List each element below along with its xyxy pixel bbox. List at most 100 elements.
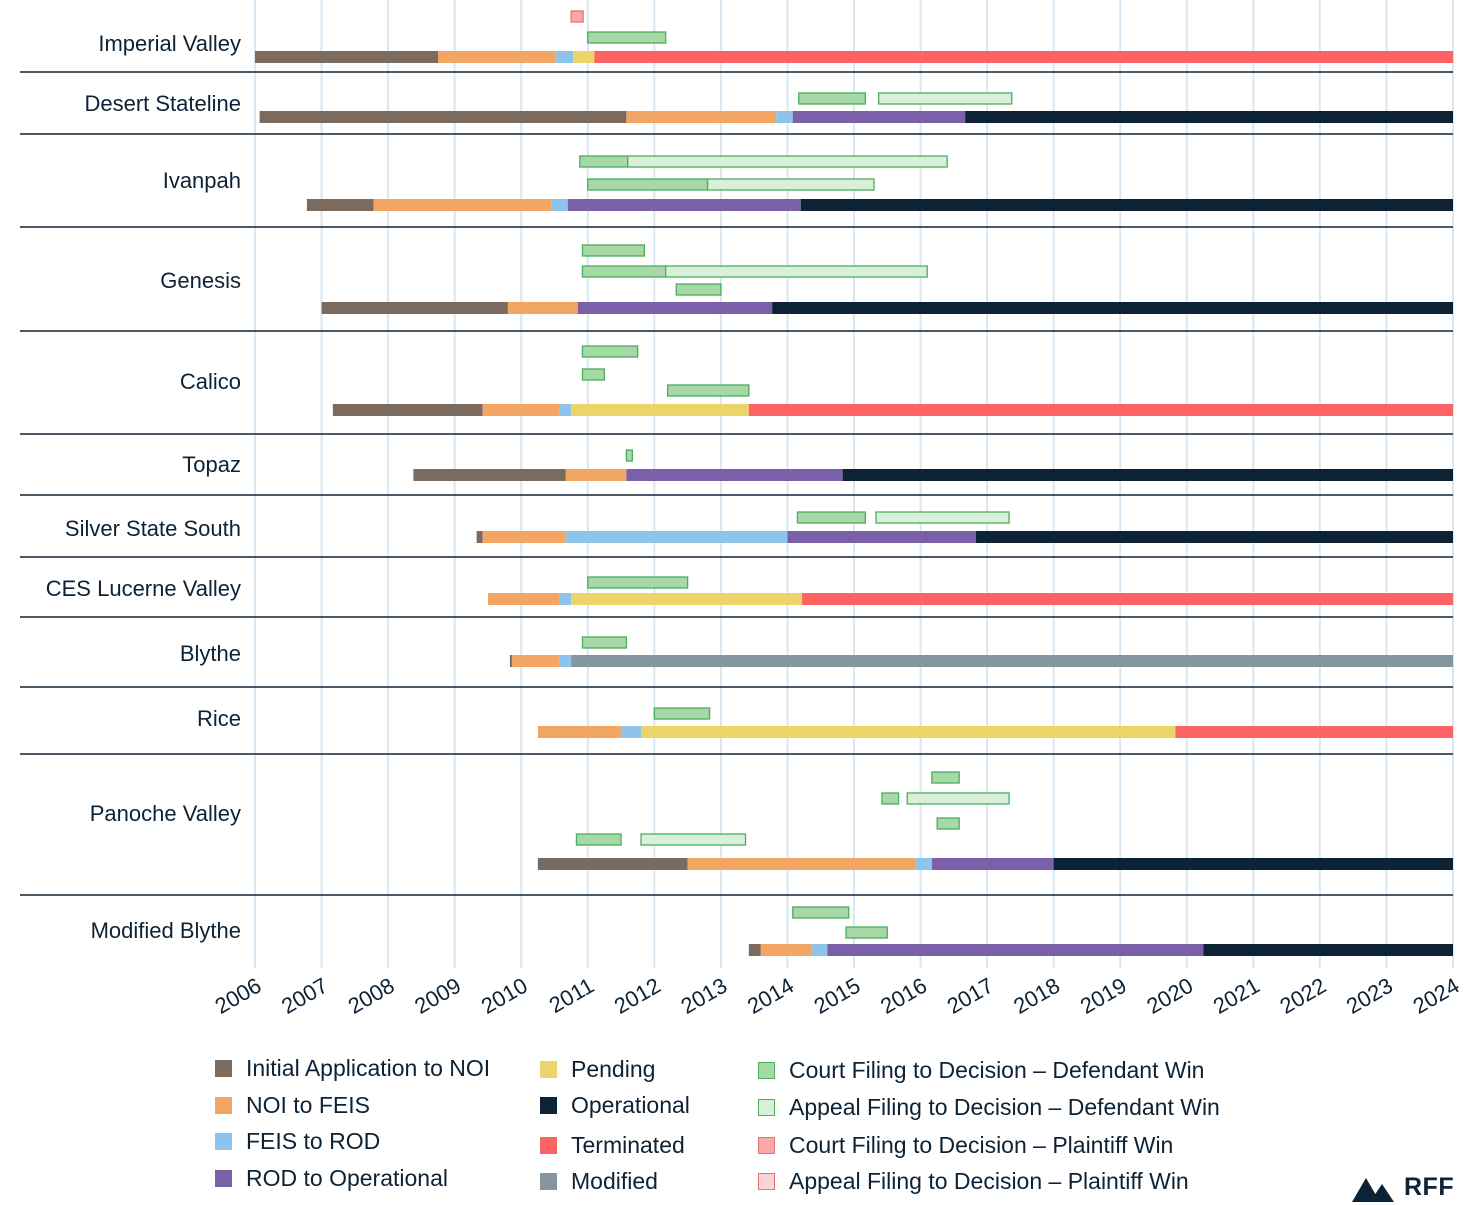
phase-bar-terminated	[748, 404, 1453, 416]
project-calico: Calico	[180, 345, 1453, 416]
project-label: Silver State South	[65, 516, 241, 541]
year-tick-label: 2013	[676, 973, 731, 1019]
phase-bar-initial	[748, 944, 761, 956]
phase-bar-rod_op	[827, 944, 1204, 956]
phase-bar-modified	[571, 655, 1453, 667]
year-tick-label: 2009	[410, 973, 465, 1019]
legend-item-court_def: Court Filing to Decision – Defendant Win	[758, 1057, 1204, 1084]
case-bar-court_def	[581, 345, 639, 358]
phase-bar-noi_feis	[565, 469, 627, 481]
project-label: Blythe	[180, 641, 241, 666]
legend-swatch	[215, 1133, 232, 1150]
phase-bar-noi_feis	[487, 593, 560, 605]
project-imperial-valley: Imperial Valley	[98, 10, 1453, 63]
project-label: Calico	[180, 369, 241, 394]
case-bar-court_def	[575, 833, 622, 846]
phase-bar-pending	[573, 51, 595, 63]
project-rice: Rice	[197, 706, 1453, 738]
project-label: CES Lucerne Valley	[46, 576, 241, 601]
legend-swatch	[540, 1173, 557, 1190]
phase-bar-pending	[571, 593, 803, 605]
phase-bar-initial	[259, 111, 627, 123]
project-label: Desert Stateline	[84, 91, 241, 116]
phase-bar-operational	[800, 199, 1453, 211]
legend-swatch	[215, 1097, 232, 1114]
case-bar-court_def	[845, 926, 888, 939]
case-bar-appeal_def	[906, 792, 1010, 805]
phase-bar-feis_rod	[559, 593, 572, 605]
phase-bar-rod_op	[787, 531, 976, 543]
legend-label: Operational	[571, 1092, 690, 1118]
phase-bar-initial	[306, 199, 374, 211]
project-silver-state-south: Silver State South	[65, 511, 1453, 543]
legend-item-feis_rod: FEIS to ROD	[215, 1128, 380, 1155]
project-label: Topaz	[182, 452, 241, 477]
case-bar-court_def	[881, 792, 900, 805]
legend-label: Court Filing to Decision – Plaintiff Win	[789, 1132, 1174, 1158]
logo-text: RFF	[1404, 1173, 1455, 1201]
phase-bar-operational	[975, 531, 1453, 543]
case-bar-court_def	[666, 384, 750, 397]
phase-bar-initial	[413, 469, 566, 481]
mountain-logo-icon	[1352, 1177, 1394, 1202]
case-bar-court_def	[581, 636, 628, 649]
phase-bar-operational	[842, 469, 1453, 481]
project-desert-stateline: Desert Stateline	[84, 91, 1453, 123]
project-genesis: Genesis	[160, 244, 1453, 314]
timeline-chart: Imperial Valley Desert Stateline Ivanpah Ge…	[20, 0, 1464, 1019]
project-label: Genesis	[160, 268, 241, 293]
phase-bar-terminated	[1175, 726, 1453, 738]
year-tick-label: 2018	[1009, 973, 1064, 1019]
phase-bar-rod_op	[931, 858, 1054, 870]
case-bar-court_def	[653, 707, 711, 720]
row-dividers	[20, 71, 1453, 896]
project-label: Panoche Valley	[90, 801, 241, 826]
legend-item-terminated: Terminated	[540, 1132, 685, 1159]
legend-item-initial: Initial Application to NOI	[215, 1055, 490, 1082]
rff-logo: RFF	[1352, 1173, 1454, 1202]
legend-item-court_pl: Court Filing to Decision – Plaintiff Win	[758, 1132, 1173, 1159]
case-bar-court_def	[798, 92, 866, 105]
phase-bar-feis_rod	[915, 858, 932, 870]
phase-bar-rod_op	[792, 111, 966, 123]
case-bar-appeal_def	[627, 155, 948, 168]
case-bar-appeal_def	[664, 265, 928, 278]
phase-bar-noi_feis	[626, 111, 777, 123]
legend-label: ROD to Operational	[246, 1165, 448, 1191]
phase-bar-initial	[537, 858, 688, 870]
phase-bar-feis_rod	[551, 199, 568, 211]
case-bar-appeal_def	[706, 178, 875, 191]
case-bar-court_def	[581, 265, 667, 278]
legend-label: Initial Application to NOI	[246, 1055, 491, 1081]
legend-item-appeal_def: Appeal Filing to Decision – Defendant Wi…	[758, 1094, 1220, 1121]
phase-bar-pending	[641, 726, 1176, 738]
year-tick-label: 2016	[876, 973, 931, 1019]
legend-swatch	[215, 1060, 232, 1077]
legend-item-pending: Pending	[540, 1056, 655, 1083]
legend-label: NOI to FEIS	[246, 1092, 370, 1118]
legend-label: Appeal Filing to Decision – Defendant Wi…	[789, 1094, 1220, 1120]
legend-label: Modified	[571, 1168, 658, 1194]
phase-bar-noi_feis	[537, 726, 622, 738]
phase-bar-noi_feis	[482, 531, 566, 543]
legend-swatch	[540, 1097, 557, 1114]
year-tick-label: 2012	[610, 973, 665, 1019]
case-bar-appeal_def	[877, 92, 1013, 105]
case-bar-court_def	[579, 155, 629, 168]
phase-bar-noi_feis	[438, 51, 556, 63]
year-tick-label: 2021	[1209, 973, 1264, 1019]
case-bar-court_def	[587, 178, 709, 191]
case-bar-court_pl	[570, 10, 584, 23]
phase-bar-terminated	[594, 51, 1453, 63]
phase-bar-noi_feis	[511, 655, 560, 667]
legend-swatch	[540, 1061, 557, 1078]
legend-swatch	[215, 1170, 232, 1187]
legend-item-appeal_pl: Appeal Filing to Decision – Plaintiff Wi…	[758, 1168, 1189, 1195]
case-bar-court_def	[796, 511, 866, 524]
legend-swatch	[758, 1099, 775, 1116]
phase-bar-noi_feis	[760, 944, 813, 956]
case-bar-court_def	[581, 244, 645, 257]
year-tick-label: 2011	[545, 973, 598, 1018]
phase-bar-noi_feis	[373, 199, 552, 211]
phase-bar-initial	[476, 531, 483, 543]
